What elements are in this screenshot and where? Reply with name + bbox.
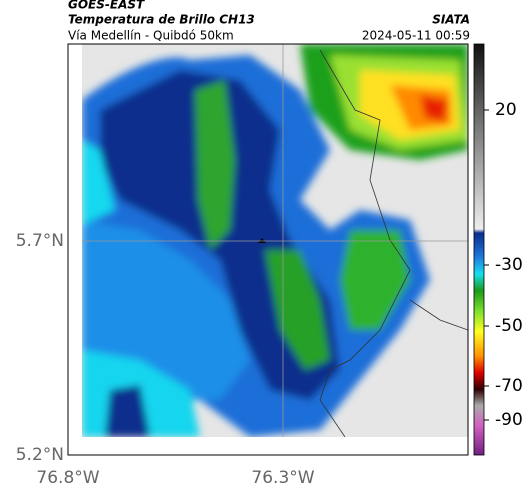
colorbar-label: -70 bbox=[495, 376, 523, 396]
source: GOES-EAST bbox=[68, 0, 145, 12]
title: Temperatura de Brillo CH13 bbox=[68, 13, 255, 27]
brand: SIATA bbox=[432, 13, 470, 27]
colorbar-ticks: 20 -30 -50 -70 -90 bbox=[484, 100, 523, 430]
colorbar bbox=[473, 43, 485, 456]
lon-label: 76.3°W bbox=[251, 468, 314, 488]
colorbar-label: -50 bbox=[495, 316, 523, 336]
colorbar-label: 20 bbox=[495, 100, 517, 120]
colorbar-label: -30 bbox=[495, 255, 523, 275]
colorbar-label: -90 bbox=[495, 410, 523, 430]
lat-label: 5.2°N bbox=[16, 445, 64, 465]
lon-label: 76.8°W bbox=[36, 468, 99, 488]
satellite-image bbox=[82, 44, 468, 437]
lat-label: 5.7°N bbox=[16, 231, 64, 251]
frame bbox=[67, 43, 469, 456]
route: Vía Medellín - Quibdó 50km bbox=[68, 29, 234, 43]
timestamp: 2024-05-11 00:59 bbox=[362, 29, 470, 43]
